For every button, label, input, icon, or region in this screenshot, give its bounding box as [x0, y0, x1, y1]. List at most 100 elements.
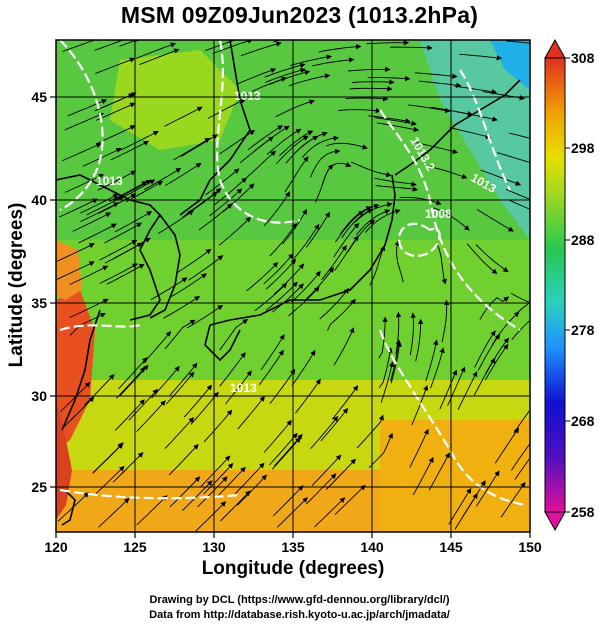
streamline — [220, 490, 251, 522]
streamline — [310, 415, 339, 449]
streamline — [115, 366, 146, 399]
streamline — [321, 162, 352, 186]
streamline — [282, 208, 308, 245]
isobar-label: 1013 — [96, 174, 123, 188]
streamline — [441, 299, 450, 343]
streamline — [311, 454, 342, 487]
streamline — [334, 484, 366, 516]
y-tick-label: 30 — [31, 388, 47, 404]
streamline — [291, 270, 321, 303]
streamline — [351, 79, 395, 85]
streamline — [265, 281, 298, 311]
streamline — [374, 177, 417, 187]
streamline — [266, 128, 302, 155]
streamline — [64, 174, 105, 193]
streamline — [98, 193, 137, 214]
colorbar: 308 298 288 278 268 258 — [544, 38, 595, 532]
streamline — [136, 495, 168, 526]
streamline — [62, 142, 102, 162]
streamline — [69, 265, 109, 285]
streamline — [99, 239, 138, 261]
streamline — [236, 474, 268, 506]
streamline — [290, 54, 332, 67]
streamline — [82, 147, 122, 167]
streamline — [200, 455, 231, 487]
streamline — [244, 150, 277, 180]
streamline — [459, 53, 503, 61]
streamline — [474, 330, 496, 368]
streamline — [341, 208, 373, 238]
streamline — [320, 407, 349, 442]
y-tick-labels: 25 30 35 40 45 — [31, 89, 47, 495]
streamline — [355, 209, 391, 236]
streamline — [288, 286, 320, 317]
y-tick-label: 45 — [31, 89, 47, 105]
streamline — [264, 67, 306, 83]
streamline — [169, 476, 201, 508]
streamline — [62, 40, 104, 52]
streamline — [494, 427, 520, 464]
streamline — [186, 188, 222, 214]
colorbar-gradient — [544, 57, 566, 513]
streamline — [368, 115, 411, 124]
x-tick-label: 120 — [44, 539, 68, 555]
streamline — [511, 319, 530, 340]
streamline — [203, 409, 233, 443]
streamline — [395, 311, 402, 355]
drawing-credit: Drawing by DCL (https://www.gfd-dennou.o… — [149, 594, 450, 606]
streamline — [240, 41, 282, 57]
streamline — [209, 188, 243, 217]
streamline — [312, 57, 355, 67]
streamline — [95, 57, 136, 75]
x-tick-label: 135 — [281, 539, 305, 555]
streamline — [511, 442, 530, 471]
streamline — [186, 304, 224, 329]
streamline — [135, 42, 177, 59]
x-tick-label: 125 — [123, 539, 147, 555]
streamline — [114, 211, 153, 233]
streamline — [448, 487, 472, 525]
streamline — [59, 381, 91, 413]
wind-streamlines — [56, 40, 530, 532]
streamline — [94, 40, 125, 51]
streamline — [59, 198, 99, 218]
streamline — [305, 266, 334, 300]
streamline — [347, 66, 391, 73]
streamline — [288, 73, 331, 87]
streamline — [367, 75, 411, 82]
streamline — [333, 327, 355, 366]
streamline — [164, 162, 202, 187]
y-tick-label: 25 — [31, 479, 47, 495]
streamline — [180, 134, 218, 157]
streamline — [110, 140, 150, 161]
streamline — [454, 85, 498, 95]
x-tick-label: 140 — [360, 539, 384, 555]
streamline — [334, 235, 359, 272]
streamline — [225, 370, 252, 405]
streamline — [272, 485, 304, 517]
streamline — [254, 282, 288, 312]
y-axis-label: Latitude (degrees) — [6, 202, 27, 368]
streamline — [246, 261, 279, 292]
streamline — [198, 203, 233, 231]
data-source-credit: Data from http://database.rish.kyoto-u.a… — [149, 609, 450, 621]
streamline — [278, 130, 314, 157]
streamline — [318, 43, 362, 53]
streamline — [142, 331, 172, 364]
streamline — [239, 136, 274, 164]
streamline — [170, 273, 207, 298]
streamline — [169, 362, 198, 396]
colorbar-tick-label: 258 — [571, 504, 595, 520]
colorbar-max-arrow — [544, 38, 566, 59]
streamline — [409, 428, 429, 468]
streamline — [151, 365, 180, 399]
streamline — [476, 209, 514, 232]
streamline — [86, 195, 125, 216]
y-tick-label: 35 — [31, 295, 47, 311]
streamline — [376, 122, 420, 133]
streamline — [219, 352, 246, 387]
streamline — [247, 125, 284, 151]
lat-lon-grid — [56, 40, 530, 532]
streamline — [408, 104, 451, 114]
streamline — [457, 371, 478, 410]
